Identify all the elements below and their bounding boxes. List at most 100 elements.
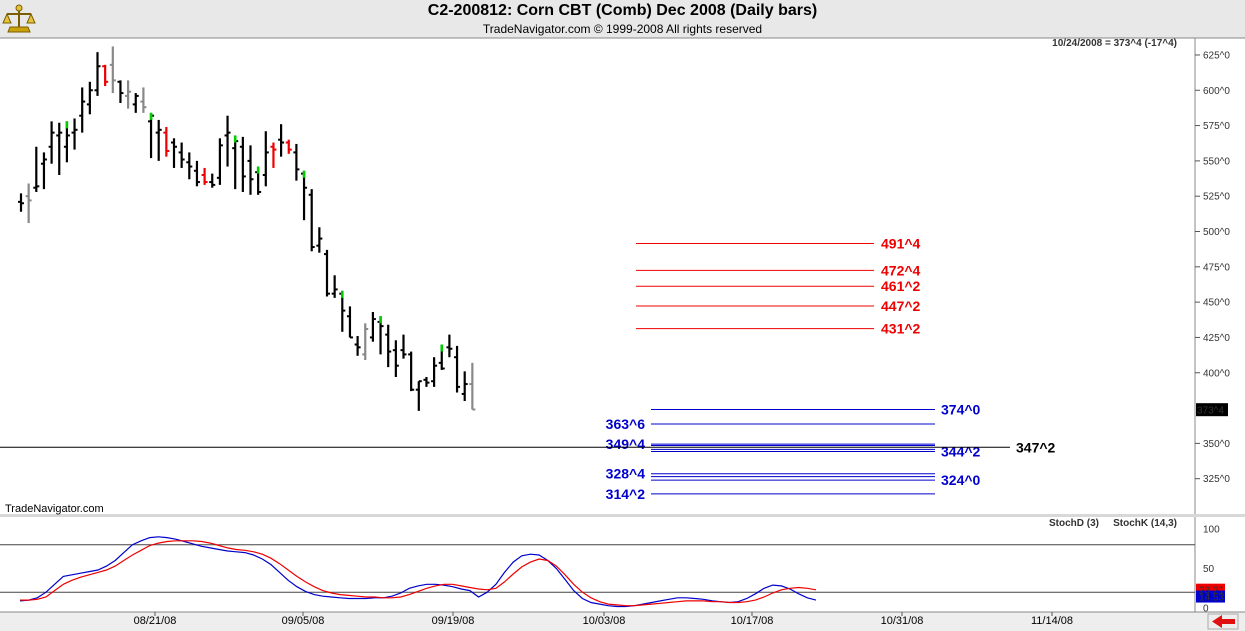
price-bar[interactable]: [18, 193, 24, 212]
resistance-level-label: 461^2: [881, 278, 921, 294]
price-bar[interactable]: [201, 167, 208, 185]
price-bar[interactable]: [247, 145, 254, 195]
price-bar[interactable]: [346, 306, 353, 339]
panel-divider: [0, 514, 1245, 517]
price-bar[interactable]: [132, 93, 139, 113]
price-bar[interactable]: [438, 344, 445, 370]
price-bar[interactable]: [285, 139, 292, 154]
price-bar[interactable]: [40, 152, 47, 190]
price-bar[interactable]: [155, 119, 162, 161]
price-bar[interactable]: [293, 143, 300, 181]
support-level-label: 344^2: [941, 443, 981, 459]
stoch-d-legend: StochD (3): [1049, 518, 1099, 529]
price-bar[interactable]: [324, 249, 330, 297]
price-bar[interactable]: [339, 290, 346, 332]
price-bar[interactable]: [446, 334, 453, 358]
price-bar[interactable]: [216, 138, 223, 185]
stoch-y-tick-label: 50: [1203, 564, 1215, 575]
y-tick-label: 425^0: [1203, 333, 1230, 344]
x-tick-label: 09/05/08: [282, 615, 325, 627]
x-tick-label: 10/03/08: [583, 615, 626, 627]
price-bar[interactable]: [415, 380, 422, 411]
price-bar[interactable]: [48, 121, 55, 164]
price-bar[interactable]: [354, 336, 361, 356]
price-bar[interactable]: [71, 118, 78, 150]
y-tick-label: 400^0: [1203, 368, 1230, 379]
price-bar[interactable]: [86, 81, 93, 115]
last-price-marker: [1196, 403, 1228, 417]
x-tick-label: 11/14/08: [1031, 615, 1073, 627]
price-bar[interactable]: [163, 126, 170, 157]
key-level-label: 347^2: [1016, 439, 1056, 455]
price-bar[interactable]: [431, 357, 438, 387]
stoch-d-line: [20, 540, 817, 607]
price-bar[interactable]: [102, 64, 109, 87]
price-bar[interactable]: [178, 142, 185, 168]
price-bar[interactable]: [239, 136, 246, 192]
price-bar[interactable]: [255, 166, 262, 195]
y-tick-label: 475^0: [1203, 262, 1230, 273]
resistance-level-label: 472^4: [881, 262, 921, 278]
x-tick-label: 09/19/08: [432, 615, 475, 627]
price-bar[interactable]: [400, 334, 407, 359]
price-bar[interactable]: [232, 135, 239, 190]
price-bar[interactable]: [186, 152, 193, 180]
price-bar[interactable]: [193, 160, 200, 187]
price-bar[interactable]: [125, 80, 132, 109]
stoch-k-legend: StochK (14,3): [1113, 518, 1177, 529]
price-bar[interactable]: [308, 189, 315, 252]
price-bar[interactable]: [270, 142, 277, 168]
resistance-level-label: 447^2: [881, 298, 921, 314]
support-level-label: 349^4: [606, 436, 646, 452]
resistance-level-label: 431^2: [881, 321, 921, 337]
y-tick-label: 500^0: [1203, 227, 1230, 238]
chart-header: [0, 0, 1245, 38]
price-bar[interactable]: [461, 371, 468, 402]
price-bar[interactable]: [56, 122, 63, 176]
price-bar[interactable]: [469, 362, 476, 411]
y-tick-label: 525^0: [1203, 192, 1230, 203]
price-bar[interactable]: [262, 131, 269, 187]
support-level-label: 363^6: [606, 416, 646, 432]
support-level-label: 324^0: [941, 472, 981, 488]
support-level-label: 314^2: [606, 486, 646, 502]
price-bar[interactable]: [148, 112, 155, 159]
scroll-left-arrow-icon[interactable]: [1207, 613, 1239, 630]
x-tick-label: 08/21/08: [134, 615, 177, 627]
price-bar[interactable]: [117, 80, 124, 103]
y-tick-label: 600^0: [1203, 86, 1230, 97]
price-bar[interactable]: [109, 46, 116, 94]
price-bar[interactable]: [25, 183, 32, 224]
price-bar[interactable]: [423, 376, 430, 387]
price-bar[interactable]: [209, 173, 216, 188]
price-bar[interactable]: [377, 316, 384, 355]
stoch-k-value: 14.53: [1199, 593, 1224, 604]
price-bar[interactable]: [392, 340, 399, 377]
resistance-level-label: 491^4: [881, 236, 921, 252]
y-tick-label: 450^0: [1203, 298, 1230, 309]
price-bar[interactable]: [369, 312, 376, 342]
price-bar[interactable]: [454, 345, 461, 393]
y-tick-label: 350^0: [1203, 439, 1230, 450]
price-bar[interactable]: [140, 87, 147, 113]
stoch-d-value: 23.21: [1199, 586, 1224, 597]
price-bar[interactable]: [79, 87, 86, 133]
price-bar[interactable]: [33, 146, 40, 192]
price-bar[interactable]: [278, 124, 285, 157]
price-bar[interactable]: [63, 121, 70, 163]
price-bar[interactable]: [408, 351, 415, 392]
price-bar[interactable]: [331, 275, 338, 298]
price-bar[interactable]: [94, 52, 101, 96]
price-bar[interactable]: [316, 227, 323, 253]
trade-navigator-logo-icon[interactable]: [2, 2, 36, 36]
last-price-label: 373^4: [1197, 406, 1224, 417]
support-level-label: 328^4: [606, 466, 646, 482]
x-tick-label: 10/17/08: [731, 615, 774, 627]
price-bar[interactable]: [301, 170, 308, 221]
stoch-k-line: [19, 536, 817, 608]
price-bar[interactable]: [385, 324, 392, 368]
price-bar[interactable]: [171, 138, 177, 168]
price-bar[interactable]: [362, 323, 369, 361]
price-bar[interactable]: [224, 115, 231, 167]
